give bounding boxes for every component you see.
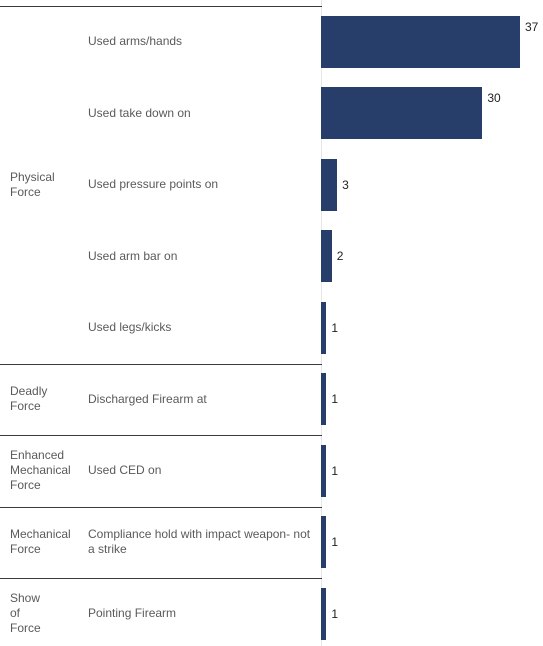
data-label: 37 [525,19,539,34]
group-divider [0,363,322,365]
bar [321,158,338,211]
bar [321,516,327,569]
item-label: Pointing Firearm [88,606,177,621]
category-label: Physical Force [10,169,55,199]
category-label: Mechanical Force [10,527,71,557]
item-label: Used CED on [88,463,162,478]
data-label: 1 [331,535,339,550]
item-label: Used pressure points on [88,177,219,192]
item-label: Compliance hold with impact weapon- not … [88,527,311,557]
group-divider [0,578,322,579]
bar [321,301,327,354]
data-label: 1 [331,606,339,621]
data-label: 2 [336,249,344,264]
item-label: Used legs/kicks [88,320,172,335]
data-label: 3 [342,177,349,192]
item-label: Discharged Firearm at [88,391,207,406]
data-label: 1 [331,392,339,407]
category-label: Show of Force [10,591,41,636]
group-divider [0,435,322,436]
category-label: Enhanced Mechanical Force [10,448,71,493]
data-label: 1 [331,320,339,335]
group-divider [0,506,322,508]
data-label: 1 [331,463,339,478]
item-label: Used take down on [88,105,191,120]
bar [321,87,483,140]
bar [321,587,327,640]
group-divider [0,6,322,7]
category-label: Deadly Force [10,384,48,414]
item-label: Used arms/hands [88,34,183,49]
bar [321,230,332,283]
bar [321,373,327,426]
item-label: Used arm bar on [88,248,178,263]
data-label: 30 [487,91,501,106]
bar [321,444,327,497]
bar [321,15,520,68]
